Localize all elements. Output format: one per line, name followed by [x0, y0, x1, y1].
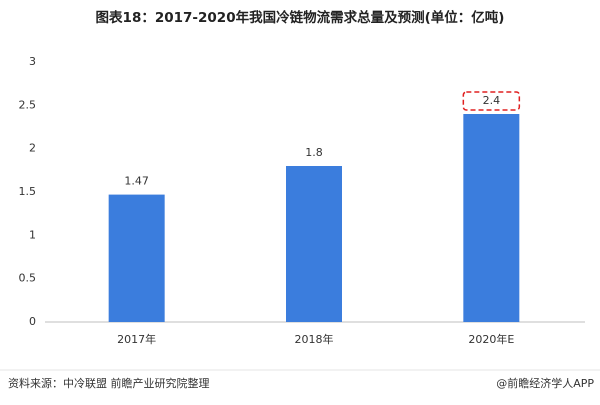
bar	[108, 194, 165, 322]
y-tick-label: 0.5	[19, 272, 37, 285]
bar	[463, 114, 520, 322]
source-note: 资料来源：中冷联盟 前瞻产业研究院整理	[8, 376, 210, 390]
y-tick-label: 2	[29, 142, 36, 155]
y-tick-label: 2.5	[19, 98, 37, 111]
x-tick-label: 2020年E	[468, 332, 514, 346]
x-tick-label: 2017年	[117, 332, 156, 346]
chart-title: 图表18：2017-2020年我国冷链物流需求总量及预测(单位：亿吨)	[96, 9, 505, 26]
x-tick-label: 2018年	[295, 332, 334, 346]
y-tick-label: 0	[29, 315, 36, 328]
value-label: 2.4	[483, 94, 501, 107]
value-label: 1.8	[305, 146, 323, 159]
highlight-box	[462, 91, 521, 111]
footer: @前瞻经济学人APP	[496, 376, 594, 390]
bar	[286, 166, 342, 322]
y-tick-label: 3	[29, 55, 36, 68]
value-label: 1.47	[124, 175, 149, 188]
y-tick-label: 1.5	[19, 185, 37, 198]
y-tick-label: 1	[29, 228, 36, 241]
